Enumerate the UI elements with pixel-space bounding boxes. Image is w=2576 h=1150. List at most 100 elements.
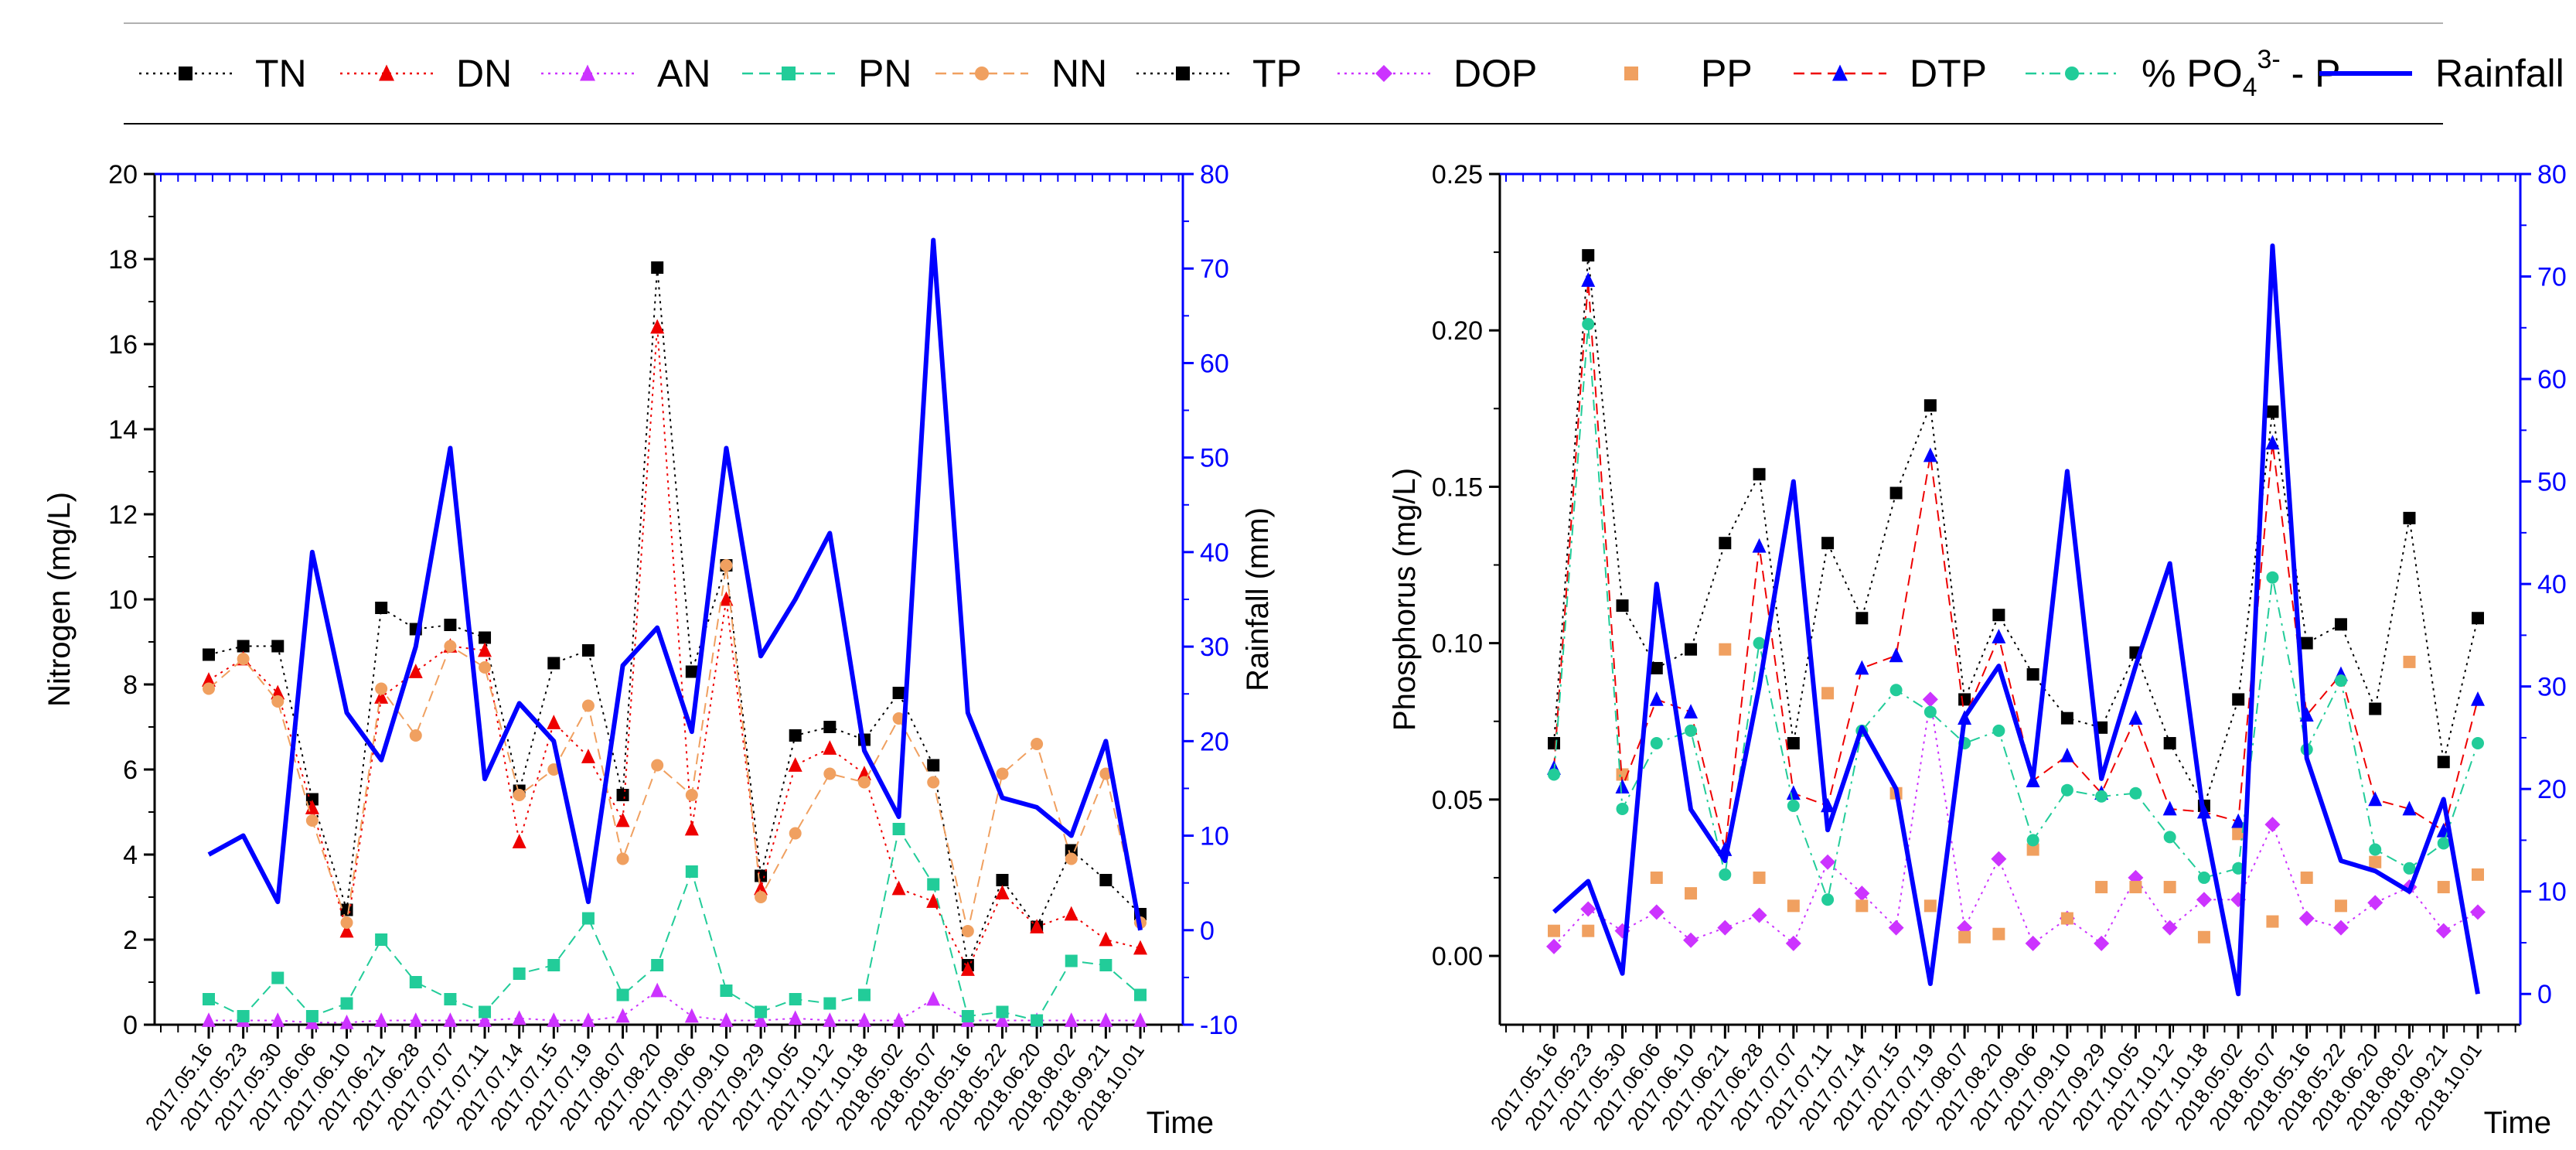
data-point-pp <box>1582 924 1595 937</box>
legend-marker-dn <box>379 64 394 81</box>
data-point-pn <box>409 976 422 988</box>
data-point-an <box>443 1012 458 1027</box>
data-point-dop <box>2025 935 2041 951</box>
y-tick-label: 6 <box>123 756 138 785</box>
y2-tick-label: -10 <box>1200 1011 1238 1040</box>
data-point-pn <box>789 993 802 1005</box>
legend-label-dop: DOP <box>1453 52 1537 95</box>
data-point-po4 <box>2095 790 2108 803</box>
data-point-dn <box>995 885 1010 899</box>
data-point-dop <box>2367 895 2383 911</box>
data-point-dn <box>754 880 768 896</box>
data-point-dn <box>1030 919 1044 933</box>
y2-tick-label: 60 <box>1200 349 1229 378</box>
data-point-pp <box>1787 899 1800 913</box>
y2-tick-label: 0 <box>2537 980 2552 1009</box>
data-point-pn <box>927 878 940 891</box>
data-point-an <box>823 1012 837 1027</box>
data-point-dn <box>684 821 699 836</box>
data-point-tn <box>755 869 768 882</box>
data-point-po4 <box>2472 737 2484 750</box>
data-point-pn <box>651 959 664 971</box>
y2-tick-label: 80 <box>2537 160 2567 189</box>
data-point-po4 <box>2129 787 2142 800</box>
data-point-pp <box>1855 899 1869 913</box>
data-point-pn <box>685 865 698 878</box>
data-point-nn <box>789 827 802 840</box>
legend-marker-pp <box>1624 67 1638 80</box>
data-point-dn <box>581 749 595 763</box>
data-point-pn <box>444 993 457 1005</box>
legend-marker-pn <box>782 67 796 80</box>
data-point-an <box>650 982 665 998</box>
data-point-pp <box>1650 871 1663 884</box>
legend-item-po4: % PO43- - P <box>2026 45 2341 102</box>
data-point-dn <box>408 664 423 678</box>
data-point-dn <box>547 715 561 729</box>
series-nn <box>203 559 1147 937</box>
data-point-dtp <box>1786 785 1801 800</box>
data-point-pn <box>513 967 526 980</box>
data-point-po4 <box>2060 783 2073 797</box>
data-point-tp <box>2369 702 2382 715</box>
data-point-po4 <box>1889 684 1903 697</box>
legend-marker-nn <box>975 67 989 80</box>
data-point-pn <box>1065 954 1078 967</box>
data-point-pp <box>2300 871 2313 884</box>
y-tick-label: 0.25 <box>1432 160 1483 189</box>
data-point-pn <box>1134 988 1147 1002</box>
data-point-nn <box>581 699 595 712</box>
data-point-tp <box>2163 737 2176 750</box>
data-point-dop <box>1888 920 1904 936</box>
data-point-tp <box>2026 668 2039 681</box>
x-axis-title: Time <box>2484 1106 2551 1140</box>
data-point-tn <box>479 631 492 644</box>
data-point-pp <box>2163 881 2176 894</box>
data-point-pn <box>271 971 285 984</box>
legend-item-an: AN <box>541 52 710 95</box>
data-point-dop <box>2196 892 2212 908</box>
data-point-tn <box>203 648 215 661</box>
data-point-dn <box>1099 931 1113 947</box>
data-point-tn <box>996 874 1009 886</box>
data-point-pp <box>1548 924 1560 937</box>
data-point-an <box>1133 1012 1147 1027</box>
data-point-an <box>1099 1012 1113 1027</box>
data-point-dtp <box>2368 791 2383 807</box>
data-point-tp <box>1821 537 1835 550</box>
data-point-dtp <box>2060 747 2074 763</box>
data-point-tp <box>1889 486 1903 500</box>
data-point-dtp <box>1615 779 1630 794</box>
legend-item-pn: PN <box>742 52 911 95</box>
data-point-pn <box>1031 1014 1044 1027</box>
data-point-nn <box>237 653 250 665</box>
series-dtp <box>1547 272 2485 856</box>
data-point-tn <box>789 729 802 742</box>
data-point-nn <box>927 776 940 789</box>
data-point-po4 <box>2163 831 2176 844</box>
data-point-pp <box>2026 843 2039 856</box>
legend-item-tn: TN <box>139 52 307 95</box>
y-tick-label: 0.15 <box>1432 473 1483 502</box>
data-point-dn <box>650 319 665 334</box>
y2-tick-label: 50 <box>2537 468 2567 497</box>
data-point-nn <box>1065 852 1078 865</box>
data-point-tp <box>2472 612 2484 625</box>
data-point-pn <box>755 1005 768 1019</box>
data-point-pp <box>2472 868 2484 881</box>
data-point-tn <box>581 644 595 657</box>
data-point-tp <box>2437 756 2450 769</box>
data-point-an <box>408 1012 423 1027</box>
data-point-nn <box>651 759 664 772</box>
data-point-po4 <box>1616 802 1629 815</box>
y2-tick-label: 40 <box>1200 538 1229 568</box>
data-point-po4 <box>2026 834 2039 847</box>
data-point-nn <box>1031 738 1044 750</box>
data-point-pn <box>996 1005 1009 1019</box>
data-point-tn <box>616 789 629 801</box>
y2-tick-label: 20 <box>1200 727 1229 756</box>
data-point-an <box>891 1012 906 1027</box>
data-point-an <box>202 1012 216 1027</box>
data-point-dn <box>960 961 975 976</box>
data-point-tp <box>1719 537 1732 550</box>
